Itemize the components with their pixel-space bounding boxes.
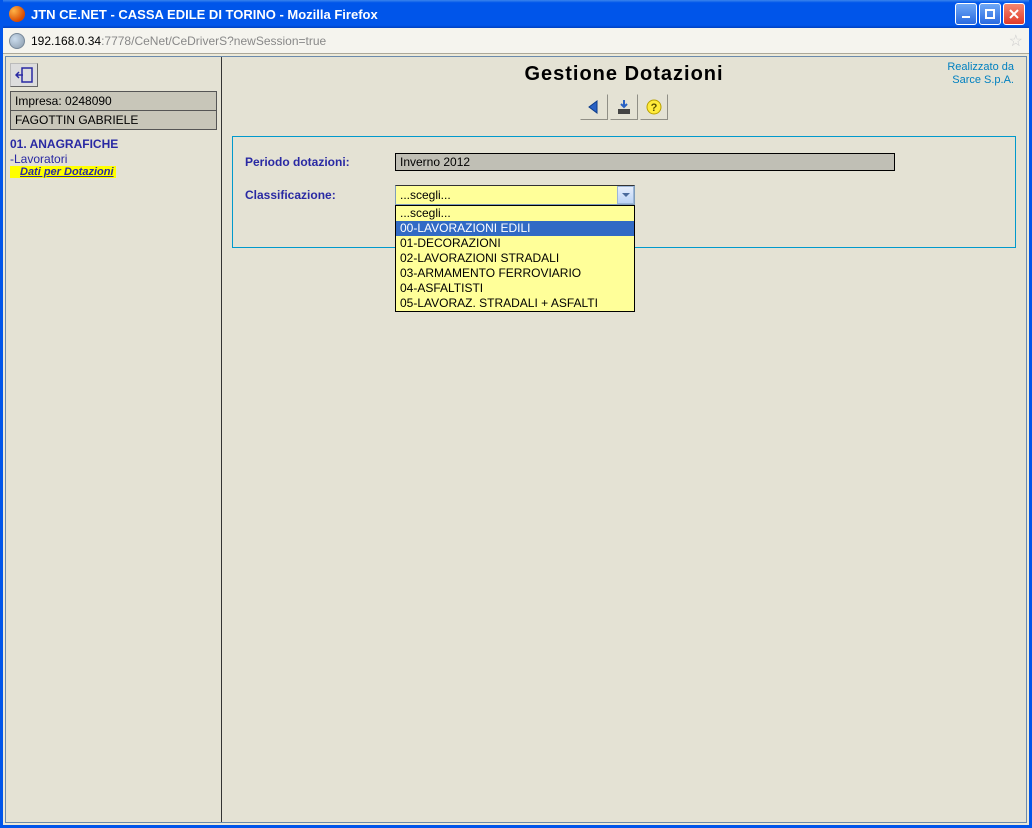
periodo-value: Inverno 2012	[395, 153, 895, 171]
page-title: Gestione Dotazioni	[232, 63, 1016, 86]
titlebar: JTN CE.NET - CASSA EDILE DI TORINO - Moz…	[3, 0, 1029, 28]
credit-line1: Realizzato da	[947, 61, 1014, 74]
url-path: :7778/CeNet/CeDriverS?newSession=true	[101, 34, 326, 48]
window-title: JTN CE.NET - CASSA EDILE DI TORINO - Moz…	[31, 7, 955, 22]
credit-text: Realizzato da Sarce S.p.A.	[947, 61, 1014, 87]
workspace: Impresa: 0248090 FAGOTTIN GABRIELE 01. A…	[6, 57, 1026, 822]
dropdown-option[interactable]: ...scegli...	[396, 206, 634, 221]
dropdown-option[interactable]: 05-LAVORAZ. STRADALI + ASFALTI	[396, 296, 634, 311]
select-display[interactable]: ...scegli...	[395, 185, 635, 205]
dropdown-option[interactable]: 04-ASFALTISTI	[396, 281, 634, 296]
window-controls	[955, 3, 1025, 25]
globe-icon	[9, 33, 25, 49]
firefox-icon	[9, 6, 25, 22]
company-info-box: Impresa: 0248090 FAGOTTIN GABRIELE	[10, 91, 217, 130]
chevron-down-icon[interactable]	[617, 186, 634, 204]
credit-line2: Sarce S.p.A.	[947, 74, 1014, 87]
svg-text:?: ?	[651, 102, 658, 114]
classificazione-row: Classificazione: ...scegli... ...scegli.…	[245, 185, 1003, 205]
maximize-button[interactable]	[979, 3, 1001, 25]
url-text[interactable]: 192.168.0.34:7778/CeNet/CeDriverS?newSes…	[31, 34, 326, 48]
nav-menu: 01. ANAGRAFICHE -Lavoratori Dati per Dot…	[10, 136, 217, 178]
form-panel: Periodo dotazioni: Inverno 2012 Classifi…	[232, 136, 1016, 248]
nav-section-title: 01. ANAGRAFICHE	[10, 136, 217, 152]
dropdown-option[interactable]: 01-DECORAZIONI	[396, 236, 634, 251]
app-window: JTN CE.NET - CASSA EDILE DI TORINO - Moz…	[0, 0, 1032, 828]
nav-link-lavoratori[interactable]: -Lavoratori	[10, 152, 217, 166]
classificazione-select[interactable]: ...scegli... ...scegli...00-LAVORAZIONI …	[395, 185, 635, 205]
dropdown-option[interactable]: 02-LAVORAZIONI STRADALI	[396, 251, 634, 266]
dropdown-list: ...scegli...00-LAVORAZIONI EDILI01-DECOR…	[395, 205, 635, 312]
save-button[interactable]	[610, 94, 638, 120]
sidebar: Impresa: 0248090 FAGOTTIN GABRIELE 01. A…	[6, 57, 222, 822]
main-area: Realizzato da Sarce S.p.A. Gestione Dota…	[222, 57, 1026, 822]
dropdown-option[interactable]: 00-LAVORAZIONI EDILI	[396, 221, 634, 236]
address-bar: 192.168.0.34:7778/CeNet/CeDriverS?newSes…	[3, 28, 1029, 54]
classificazione-label: Classificazione:	[245, 188, 395, 202]
periodo-label: Periodo dotazioni:	[245, 155, 395, 169]
back-button[interactable]	[580, 94, 608, 120]
company-code: Impresa: 0248090	[11, 92, 216, 111]
toolbar: ?	[232, 94, 1016, 120]
help-button[interactable]: ?	[640, 94, 668, 120]
minimize-button[interactable]	[955, 3, 977, 25]
periodo-row: Periodo dotazioni: Inverno 2012	[245, 153, 1003, 171]
bookmark-star-icon[interactable]: ☆	[1009, 31, 1023, 51]
close-button[interactable]	[1003, 3, 1025, 25]
dropdown-option[interactable]: 03-ARMAMENTO FERROVIARIO	[396, 266, 634, 281]
company-name: FAGOTTIN GABRIELE	[11, 111, 216, 129]
url-host: 192.168.0.34	[31, 34, 101, 48]
exit-button[interactable]	[10, 63, 38, 87]
nav-link-dotazioni-active[interactable]: Dati per Dotazioni	[10, 166, 116, 178]
content-frame: Impresa: 0248090 FAGOTTIN GABRIELE 01. A…	[5, 56, 1027, 823]
